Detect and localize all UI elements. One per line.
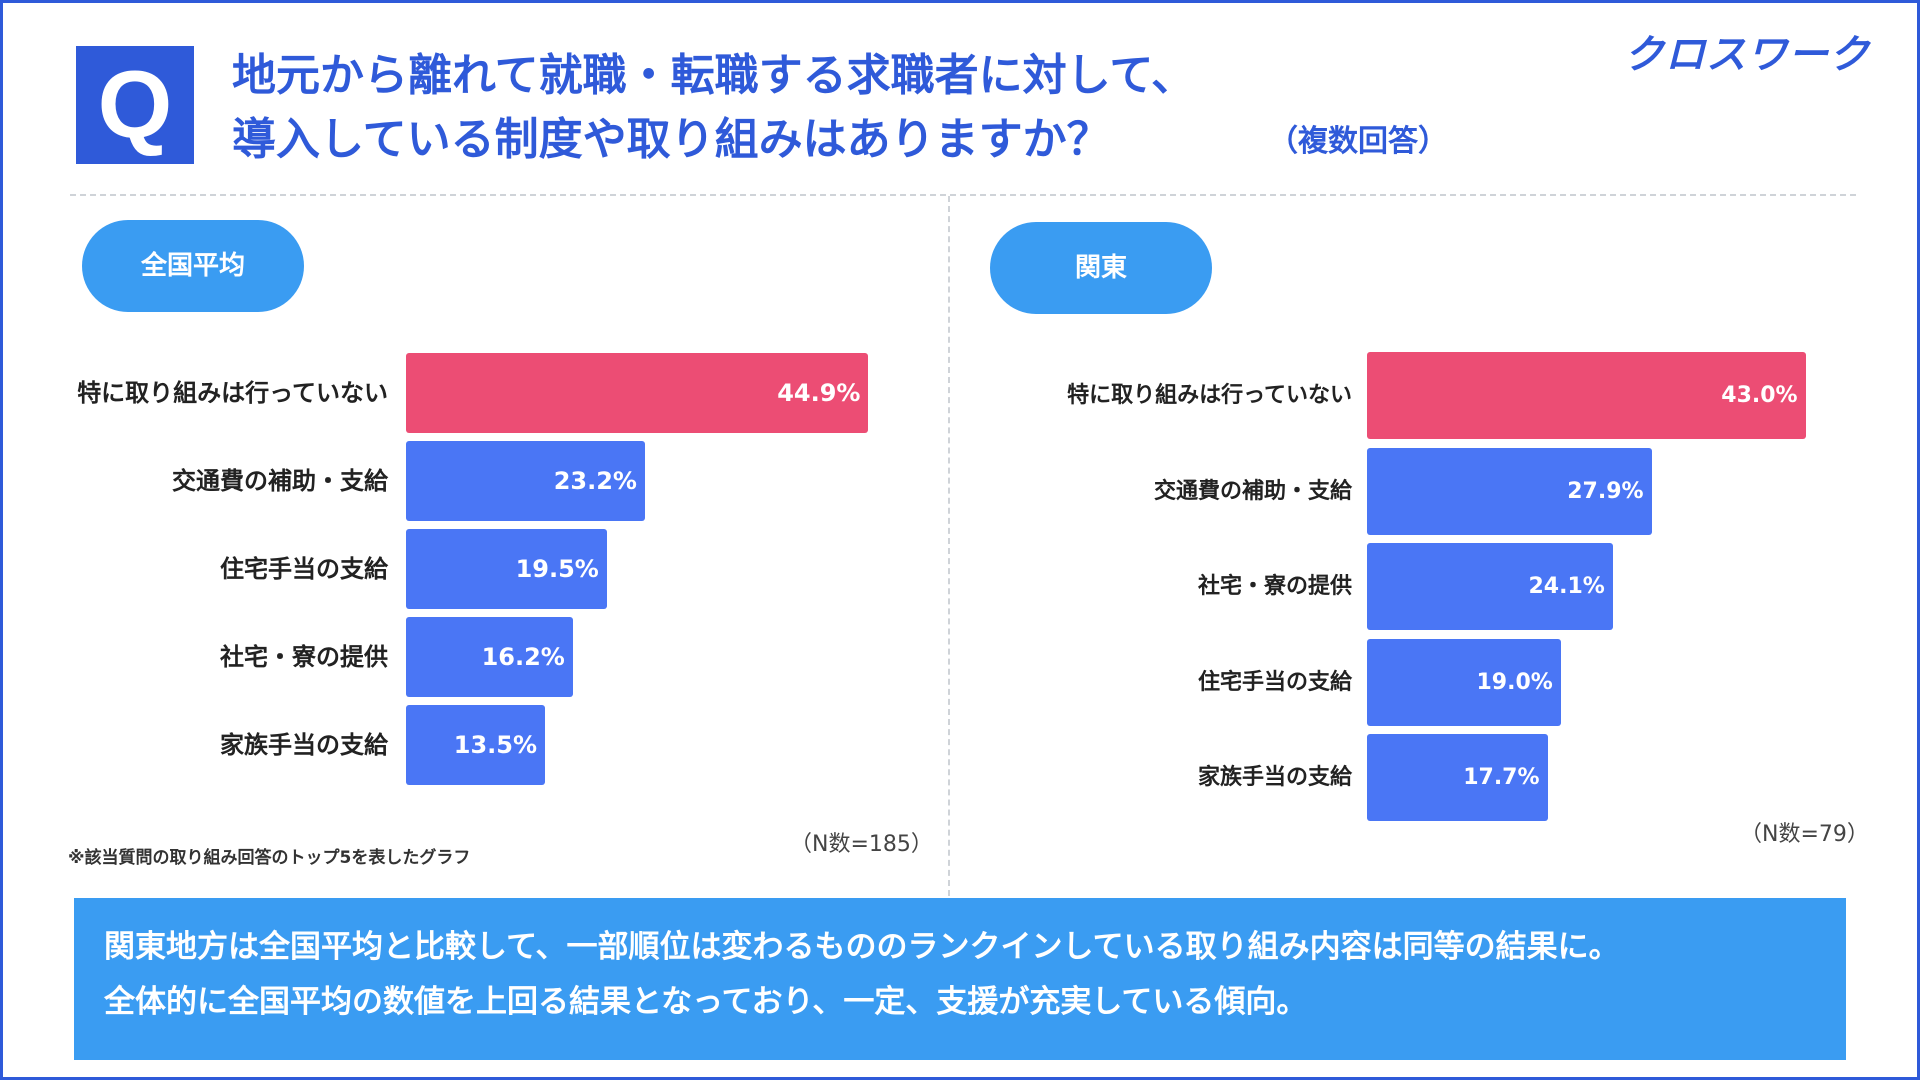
bar (1367, 734, 1548, 821)
bar (1367, 447, 1652, 535)
bar-label: 交通費の補助・支給 (1153, 478, 1352, 504)
bar (1367, 352, 1806, 439)
panel-pill-kanto: 関東 (990, 222, 1212, 314)
bar-value-label: 19.5% (515, 555, 599, 583)
title-line-1: 地元から離れて就職・転職する求職者に対して、 (232, 50, 1196, 101)
n-count-national: （N数=185） (790, 832, 933, 857)
bar-value-label: 23.2% (553, 467, 637, 495)
bar-label: 特に取り組みは行っていない (77, 379, 388, 407)
bar (406, 617, 573, 697)
page-title: 地元から離れて就職・転職する求職者に対して、 導入している制度や取り組みはありま… (232, 44, 1195, 172)
bar-label: 住宅手当の支給 (220, 555, 388, 583)
question-badge: Q (76, 46, 194, 164)
bar-value-label: 27.9% (1567, 478, 1644, 504)
bar-label: 家族手当の支給 (220, 731, 388, 759)
bar (406, 529, 607, 609)
bar-label: 社宅・寮の提供 (220, 643, 388, 671)
brand-logo: クロスワーク (1624, 32, 1870, 78)
bar-value-label: 17.7% (1463, 765, 1540, 790)
summary-line-1: 関東地方は全国平均と比較して、一部順位は変わるもののランクインしている取り組み内… (104, 929, 1620, 965)
bar-label: 住宅手当の支給 (1197, 669, 1352, 695)
title-line-2: 導入している制度や取り組みはありますか？ (232, 114, 1111, 165)
bar-label: 交通費の補助・支給 (172, 467, 388, 495)
bar (406, 441, 645, 521)
bar-value-label: 44.9% (777, 379, 861, 407)
bar-value-label: 13.5% (453, 731, 538, 759)
bar (1367, 543, 1613, 630)
bar-value-label: 16.2% (481, 643, 565, 671)
n-count-kanto: （N数=79） (1740, 822, 1869, 847)
panel-pill-national: 全国平均 (82, 220, 304, 312)
title-note: （複数回答） (1268, 124, 1448, 159)
bar-value-label: 19.0% (1476, 669, 1553, 695)
footnote: ※該当質問の取り組み回答のトップ5を表したグラフ (68, 848, 471, 868)
bar-label: 社宅・寮の提供 (1197, 574, 1352, 599)
bar (406, 705, 546, 785)
bar-label: 特に取り組みは行っていない (1067, 383, 1352, 408)
panel-divider (948, 196, 950, 896)
header-divider (70, 194, 1856, 196)
bar-label: 家族手当の支給 (1197, 765, 1352, 790)
bar-value-label: 43.0% (1721, 383, 1798, 408)
summary-line-2: 全体的に全国平均の数値を上回る結果となっており、一定、支援が充実している傾向。 (104, 984, 1308, 1020)
bar-value-label: 24.1% (1528, 574, 1605, 599)
bar (1367, 638, 1561, 726)
bar (406, 353, 869, 433)
summary-box: 関東地方は全国平均と比較して、一部順位は変わるもののランクインしている取り組み内… (74, 898, 1846, 1060)
